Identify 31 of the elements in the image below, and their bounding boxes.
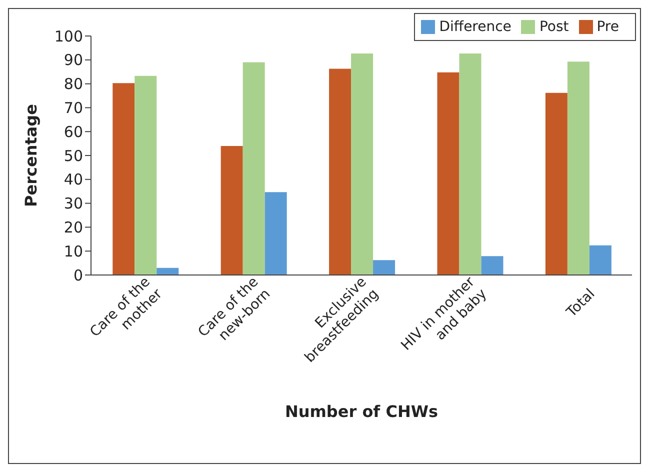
bar — [329, 68, 352, 275]
bar — [220, 146, 243, 275]
bar — [242, 62, 265, 275]
bar — [112, 83, 135, 275]
bar — [481, 256, 504, 275]
y-tick-label: 100 — [54, 27, 83, 46]
legend-label: Pre — [596, 19, 619, 35]
y-tick-label: 30 — [64, 194, 83, 213]
y-tick-label: 60 — [64, 122, 83, 141]
y-axis-title: Percentage — [22, 104, 41, 207]
bar — [459, 53, 482, 275]
y-tick-label: 80 — [64, 75, 83, 94]
bar — [351, 53, 374, 275]
y-tick-label: 90 — [64, 51, 83, 70]
y-tick-label: 10 — [64, 242, 83, 260]
bar — [134, 76, 157, 275]
bar — [264, 192, 287, 275]
bar — [545, 92, 568, 275]
bar — [437, 72, 460, 275]
y-tick-label: 0 — [73, 266, 83, 284]
y-tick-label: 20 — [64, 218, 83, 237]
bar — [589, 245, 612, 275]
legend-label: Difference — [439, 19, 512, 35]
bar — [373, 260, 396, 275]
bar — [567, 62, 590, 275]
x-axis-title: Number of CHWs — [284, 402, 438, 421]
y-tick-label: 70 — [64, 99, 83, 118]
y-tick-label: 50 — [64, 146, 83, 165]
y-tick-label: 40 — [64, 170, 83, 189]
legend-label: Post — [539, 19, 569, 35]
bar — [156, 268, 179, 275]
